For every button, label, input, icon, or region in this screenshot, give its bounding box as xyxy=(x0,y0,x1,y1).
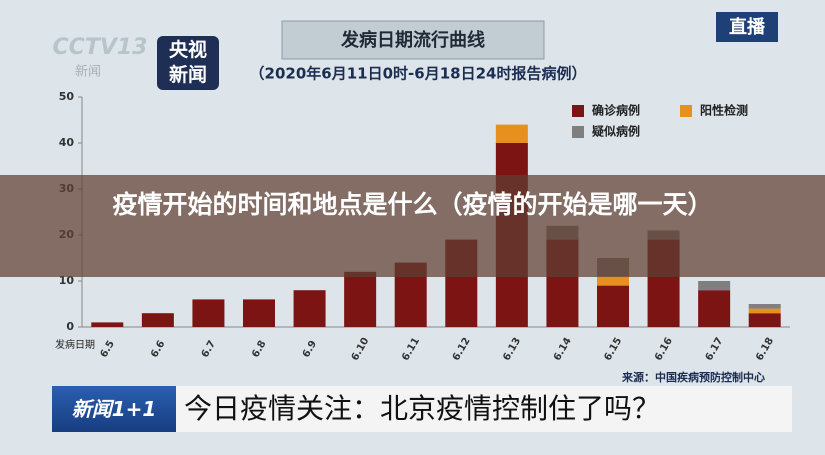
bar-segment xyxy=(597,276,629,286)
x-tick-label: 6.5 xyxy=(99,339,117,360)
y-tick-label: 50 xyxy=(59,90,75,103)
x-tick-label: 6.8 xyxy=(250,339,268,360)
legend-label: 阳性检测 xyxy=(700,103,748,118)
bar-segment xyxy=(293,290,326,327)
program-logo: 新闻1+1 xyxy=(52,386,176,432)
bar-segment xyxy=(91,322,124,327)
bar-segment xyxy=(698,290,731,327)
x-tick-label: 6.15 xyxy=(602,336,624,363)
y-tick-label: 0 xyxy=(66,320,74,333)
bar-segment xyxy=(243,299,275,327)
live-label: 直播 xyxy=(729,16,766,38)
legend-swatch xyxy=(572,126,584,138)
bar-segment xyxy=(748,313,781,327)
y-tick-label: 10 xyxy=(59,274,75,287)
brand: 央视新闻 xyxy=(168,39,207,86)
bar-segment xyxy=(748,304,781,309)
x-tick-label: 6.11 xyxy=(400,336,422,363)
title-box xyxy=(281,20,545,60)
x-tick-label: 6.7 xyxy=(200,339,218,360)
x-tick-label: 6.18 xyxy=(754,336,776,363)
x-tick-label: 6.16 xyxy=(653,336,675,363)
bar-segment xyxy=(698,281,731,291)
bar-segment xyxy=(597,285,629,327)
bar-segment xyxy=(748,308,781,314)
x-tick-label: 6.17 xyxy=(704,336,726,363)
channel-sub: 新闻 xyxy=(75,64,101,80)
ticker-text: 今日疫情关注：北京疫情控制住了吗？ xyxy=(184,392,661,425)
live-box xyxy=(716,12,778,42)
headline: 疫情开始的时间和地点是什么（疫情的开始是哪一天） xyxy=(0,175,825,277)
x-tick-label: 6.12 xyxy=(451,336,473,363)
bar-segment xyxy=(495,124,528,143)
brand-box xyxy=(157,36,219,90)
legend-label: 疑似病例 xyxy=(592,124,640,139)
legend-label: 确诊病例 xyxy=(592,103,640,118)
ticker: 新闻1+1 今日疫情关注：北京疫情控制住了吗？ xyxy=(52,386,792,432)
bar-segment xyxy=(344,271,377,327)
y-tick-label: 40 xyxy=(59,136,75,149)
x-axis-label: 发病日期 xyxy=(55,338,95,351)
x-tick-label: 6.14 xyxy=(552,336,574,363)
bar-segment xyxy=(192,299,225,327)
legend-swatch xyxy=(572,105,584,117)
source: 来源：中国疾病预防控制中心 xyxy=(621,370,765,384)
chart-title: 发病日期流行曲线 xyxy=(340,29,485,51)
x-tick-label: 6.13 xyxy=(501,336,523,363)
x-tick-label: 6.9 xyxy=(301,339,319,360)
legend-swatch xyxy=(680,105,692,117)
channel-logo: CCTV13 xyxy=(53,35,148,60)
chart-subtitle: （2020年6月11日0时-6月18日24时报告病例） xyxy=(250,65,587,83)
bar-segment xyxy=(141,313,174,327)
x-tick-label: 6.6 xyxy=(149,339,167,360)
x-tick-label: 6.10 xyxy=(350,336,372,363)
